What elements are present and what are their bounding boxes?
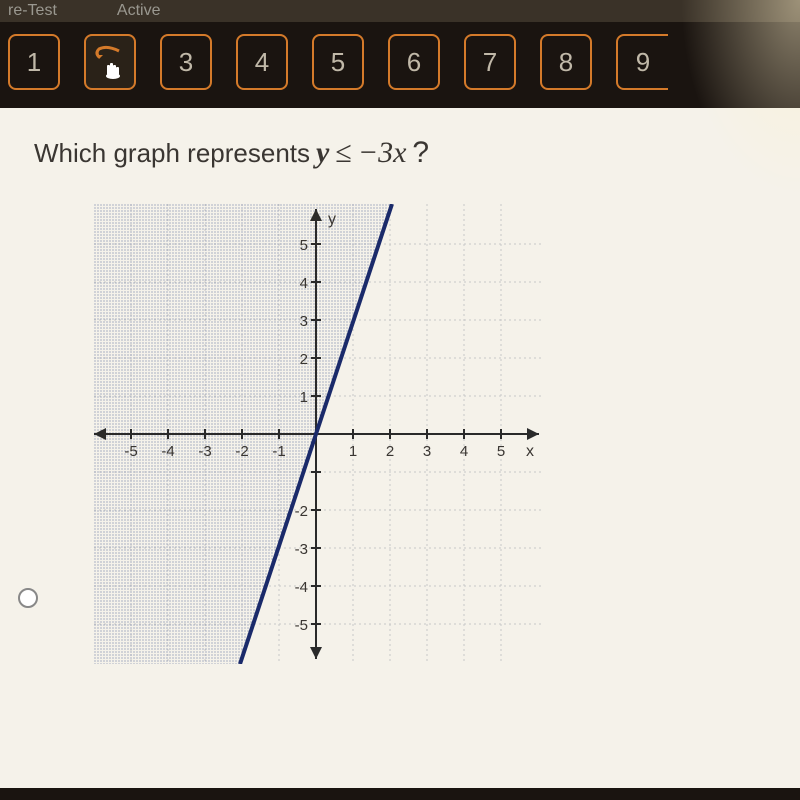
nav-btn-8[interactable]: 8	[540, 34, 592, 90]
ytick-2: 2	[300, 351, 308, 368]
ytick--4: -4	[295, 579, 308, 596]
xtick--1: -1	[272, 443, 285, 460]
question-prefix: Which graph represents	[34, 138, 310, 169]
nav-btn-7[interactable]: 7	[464, 34, 516, 90]
xtick-5: 5	[497, 443, 505, 460]
nav-btn-5[interactable]: 5	[312, 34, 364, 90]
nav-btn-4[interactable]: 4	[236, 34, 288, 90]
question-suffix: ?	[412, 136, 429, 170]
xtick-4: 4	[460, 443, 468, 460]
nav-btn-2[interactable]	[84, 34, 136, 90]
y-axis-label: y	[328, 211, 336, 228]
undo-hand-icon	[93, 45, 127, 79]
x-axis-label: x	[526, 443, 534, 460]
graph-svg: -5 -4 -3 -2 -1 1 2 3 4 5 5 4 3 2 1 -2 -3…	[94, 204, 544, 664]
header-left-label: re-Test	[8, 2, 57, 20]
ytick--2: -2	[295, 503, 308, 520]
nav-btn-1[interactable]: 1	[8, 34, 60, 90]
ytick-3: 3	[300, 313, 308, 330]
answer-radio[interactable]	[18, 588, 38, 608]
content-area: Which graph represents y ≤ −3x ?	[0, 108, 800, 788]
math-rhs: −3x	[358, 136, 407, 170]
nav-btn-6[interactable]: 6	[388, 34, 440, 90]
question-text: Which graph represents y ≤ −3x ?	[34, 136, 766, 170]
xtick-1: 1	[349, 443, 357, 460]
xtick--5: -5	[124, 443, 137, 460]
xtick-3: 3	[423, 443, 431, 460]
header-bar: re-Test Active	[0, 0, 800, 22]
question-nav: 1 3 4 5 6 7 8 9	[0, 22, 800, 108]
ytick--5: -5	[295, 617, 308, 634]
nav-btn-9[interactable]: 9	[616, 34, 668, 90]
ytick-1: 1	[300, 389, 308, 406]
xtick--2: -2	[235, 443, 248, 460]
ytick-4: 4	[300, 275, 308, 292]
header-right-label: Active	[117, 2, 161, 20]
math-y: y	[316, 136, 329, 170]
nav-btn-3[interactable]: 3	[160, 34, 212, 90]
ytick--3: -3	[295, 541, 308, 558]
graph: -5 -4 -3 -2 -1 1 2 3 4 5 5 4 3 2 1 -2 -3…	[94, 204, 544, 664]
xtick--4: -4	[161, 443, 174, 460]
ytick-5: 5	[300, 237, 308, 254]
xtick-2: 2	[386, 443, 394, 460]
xtick--3: -3	[198, 443, 211, 460]
math-op: ≤	[335, 136, 351, 170]
